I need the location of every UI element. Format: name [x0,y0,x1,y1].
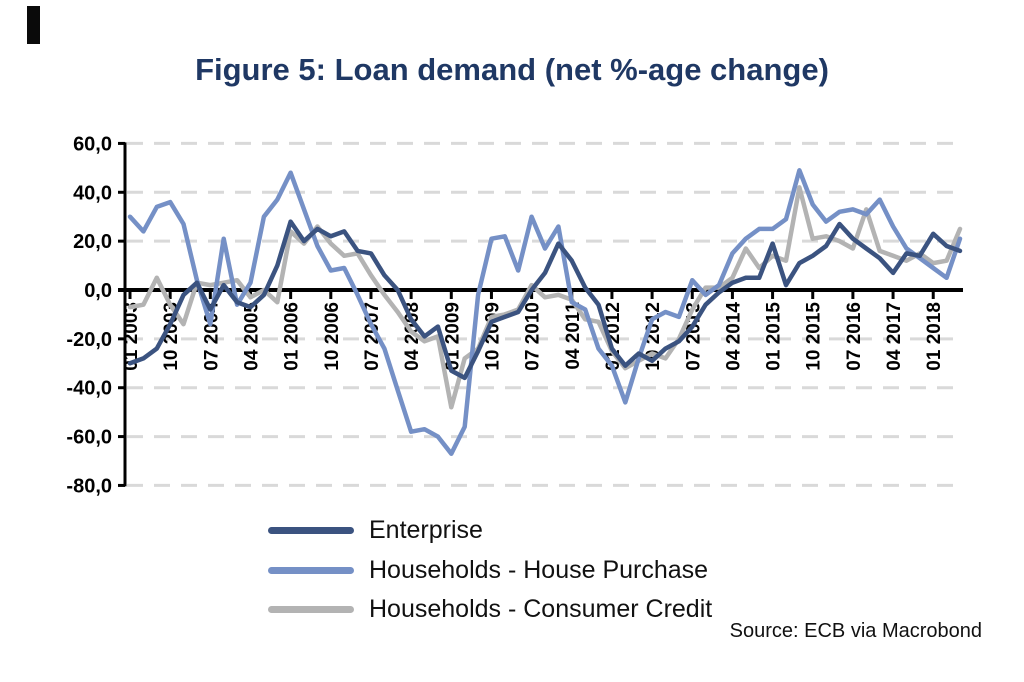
y-tick-label: 0,0 [84,280,112,302]
y-tick-label: -20,0 [66,329,112,351]
legend-label: Households - Consumer Credit [369,595,713,624]
y-tick-label: -60,0 [66,427,112,449]
x-tick-label: 04 2011 [563,302,584,370]
series-line-households-consumer-credit [127,185,963,410]
x-tick-label: 01 2012 [603,302,624,371]
legend-item-house-purchase: Households - House Purchase [268,551,712,591]
series-line-enterprise [127,219,963,381]
y-tick-label: -80,0 [66,475,112,497]
stray-dark-mark [27,6,40,44]
x-tick-label: 10 2003 [161,302,182,371]
x-tick-label: 04 2005 [241,302,262,371]
x-tick-label: 04 2014 [723,302,744,371]
x-tick-label: 04 2008 [402,302,423,371]
x-tick-label: 07 2016 [844,302,865,371]
legend-label: Households - House Purchase [369,555,709,584]
x-tick-label: 01 2003 [121,302,142,371]
x-tick-label: 01 2018 [924,302,945,371]
series-line-households-house-purchase [127,168,963,456]
legend-item-consumer-credit: Households - Consumer Credit [268,590,712,630]
y-tick-label: 60,0 [73,133,112,155]
house-purchase-line-swatch [268,566,354,574]
y-tick-label: 20,0 [73,231,112,253]
consumer-credit-line-swatch [268,606,354,614]
legend-item-enterprise: Enterprise [268,511,712,551]
x-tick-label: 07 2010 [523,302,544,371]
x-tick-label: 10 2015 [804,302,825,371]
chart-title: Figure 5: Loan demand (net %-age change) [195,52,829,87]
enterprise-line-swatch [268,527,354,535]
legend-label: Enterprise [369,516,483,545]
x-tick-label: 01 2006 [282,302,303,371]
source-credit: Source: ECB via Macrobond [729,620,982,642]
x-tick-label: 01 2015 [764,302,785,371]
y-tick-label: -40,0 [66,378,112,400]
x-tick-label: 04 2017 [884,302,905,371]
x-tick-label: 01 2009 [442,302,463,371]
x-tick-label: 10 2006 [322,302,343,371]
y-tick-label: 40,0 [73,182,112,204]
chart-legend: Enterprise Households - House Purchase H… [268,511,712,630]
